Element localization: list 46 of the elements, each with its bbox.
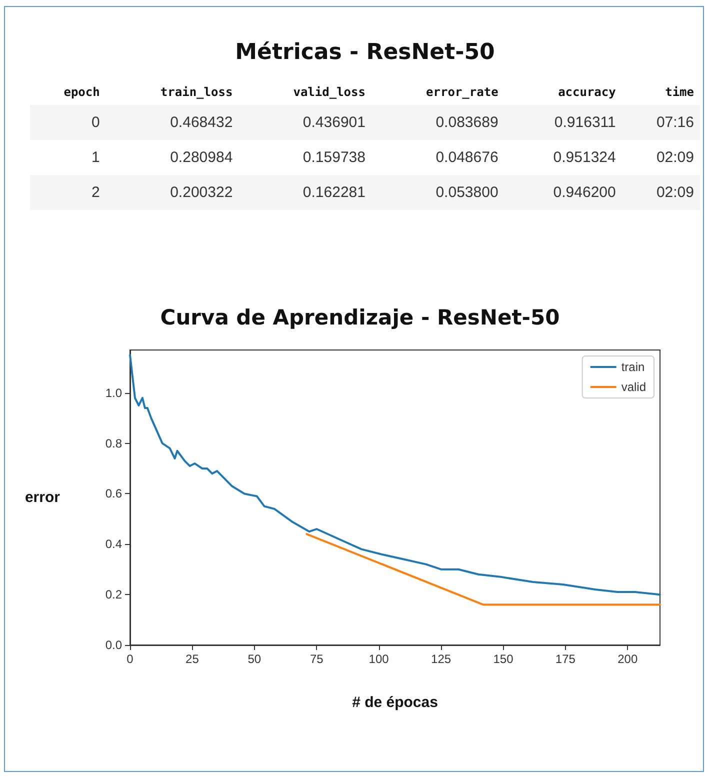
text: 0.162281 xyxy=(302,184,366,201)
text: 02:09 xyxy=(656,149,694,166)
x-tick-label: 25 xyxy=(186,652,200,666)
text: 0.083689 xyxy=(436,114,498,131)
text: Métricas - ResNet-50 xyxy=(234,40,496,65)
text: 0.048676 xyxy=(436,149,498,166)
y-tick-label: 0.4 xyxy=(105,537,122,552)
text: 0.916311 xyxy=(554,114,616,131)
text: 0.053800 xyxy=(436,184,498,201)
text: 0 xyxy=(92,114,100,131)
y-tick-label: 0.0 xyxy=(105,638,122,652)
text: 2 xyxy=(92,184,100,201)
x-tick-label: 50 xyxy=(248,652,262,666)
text: 0.159738 xyxy=(302,149,366,166)
category-label: epoch xyxy=(62,84,101,101)
y-axis-title: error xyxy=(24,489,60,506)
y-tick-label: 1.0 xyxy=(105,386,122,400)
legend-label: train xyxy=(621,360,645,374)
category-label: accuracy xyxy=(557,84,617,101)
text: 07:16 xyxy=(656,114,694,131)
text: 0.436901 xyxy=(302,114,366,131)
legend-label: valid xyxy=(621,380,646,394)
text: 02:09 xyxy=(656,184,694,201)
text: 0.200322 xyxy=(170,184,233,201)
x-tick-label: 150 xyxy=(493,652,514,666)
category-label: valid_loss xyxy=(292,84,366,101)
text: 0.280984 xyxy=(170,149,233,166)
text: 0.946200 xyxy=(553,184,616,201)
category-label: time xyxy=(664,84,695,101)
y-tick-label: 0.8 xyxy=(105,436,122,450)
category-label: error_rate xyxy=(425,84,500,101)
chart-title: Curva de Aprendizaje - ResNet-50 xyxy=(160,306,560,330)
x-tick-label: 125 xyxy=(431,652,452,666)
category-label: train_loss xyxy=(159,84,234,101)
x-tick-label: 75 xyxy=(310,652,324,666)
text: 0.468432 xyxy=(170,114,233,131)
y-tick-label: 0.2 xyxy=(105,588,122,602)
x-tick-label: 0 xyxy=(126,652,134,666)
text: 0.951324 xyxy=(553,149,616,166)
line-series xyxy=(129,354,661,596)
x-tick-label: 100 xyxy=(368,652,390,666)
x-tick-label: 200 xyxy=(618,652,638,666)
y-tick-label: 0.6 xyxy=(105,486,122,501)
text: 1 xyxy=(92,149,100,166)
x-axis-title: # de épocas xyxy=(352,694,438,711)
x-tick-label: 175 xyxy=(555,652,576,666)
